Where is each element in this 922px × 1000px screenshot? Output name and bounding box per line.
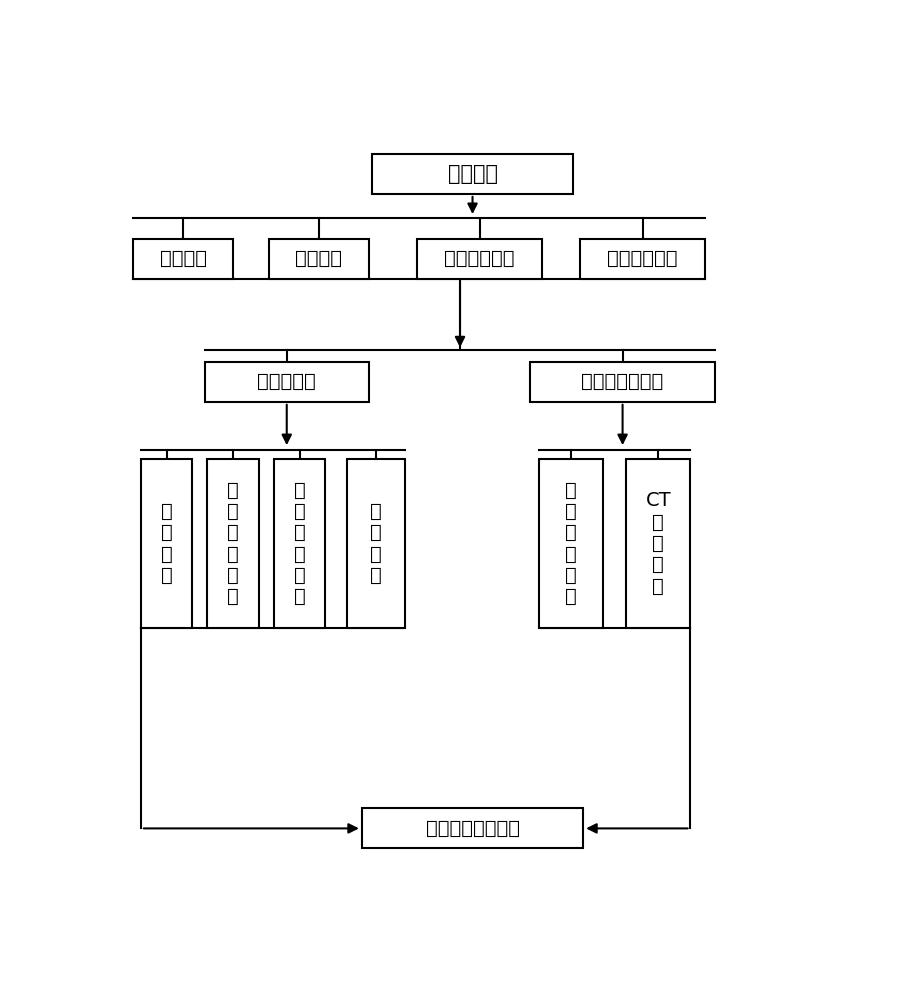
Text: 扫描子模块: 扫描子模块 bbox=[257, 372, 316, 391]
Text: 水文地质特征: 水文地质特征 bbox=[608, 249, 678, 268]
FancyBboxPatch shape bbox=[361, 808, 584, 848]
Text: 二
维
扫
描: 二 维 扫 描 bbox=[160, 502, 172, 585]
Text: 不良地质特征: 不良地质特征 bbox=[444, 249, 514, 268]
Text: 多源数据采集模块: 多源数据采集模块 bbox=[426, 819, 519, 838]
Text: CT
扫
描
成
像: CT 扫 描 成 像 bbox=[645, 491, 671, 595]
FancyBboxPatch shape bbox=[269, 239, 369, 279]
FancyBboxPatch shape bbox=[372, 154, 573, 194]
Text: 高
速
摄
影: 高 速 摄 影 bbox=[371, 502, 382, 585]
FancyBboxPatch shape bbox=[205, 362, 369, 402]
Text: 核
磁
共
振
成
像: 核 磁 共 振 成 像 bbox=[565, 481, 577, 606]
FancyBboxPatch shape bbox=[417, 239, 542, 279]
Text: 岩样采集子模块: 岩样采集子模块 bbox=[582, 372, 664, 391]
FancyBboxPatch shape bbox=[207, 459, 259, 628]
FancyBboxPatch shape bbox=[274, 459, 325, 628]
FancyBboxPatch shape bbox=[626, 459, 691, 628]
FancyBboxPatch shape bbox=[141, 459, 193, 628]
Text: 构造特征: 构造特征 bbox=[295, 249, 342, 268]
Text: 三
维
激
光
扫
描: 三 维 激 光 扫 描 bbox=[228, 481, 239, 606]
FancyBboxPatch shape bbox=[133, 239, 233, 279]
FancyBboxPatch shape bbox=[580, 239, 705, 279]
FancyBboxPatch shape bbox=[529, 362, 715, 402]
FancyBboxPatch shape bbox=[348, 459, 405, 628]
Text: 地层岩性: 地层岩性 bbox=[160, 249, 207, 268]
Text: 红
外
热
像
扫
描: 红 外 热 像 扫 描 bbox=[294, 481, 305, 606]
Text: 地质信息: 地质信息 bbox=[447, 164, 498, 184]
FancyBboxPatch shape bbox=[539, 459, 603, 628]
